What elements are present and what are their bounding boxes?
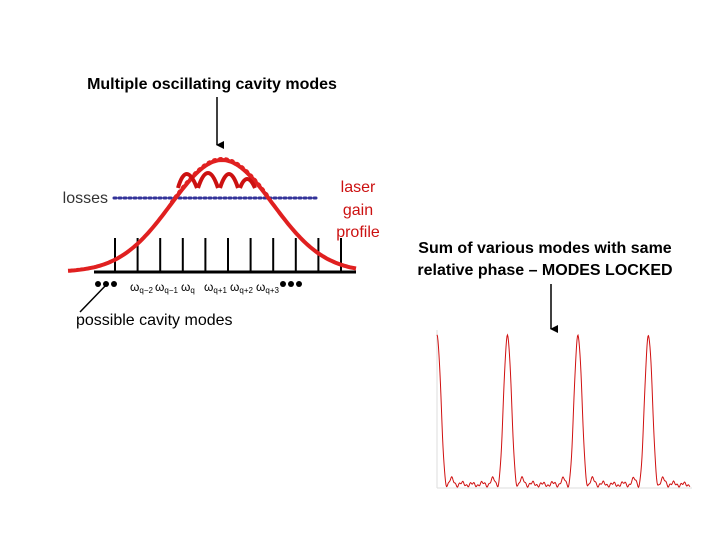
mode-label: ωq−1 [155,280,178,295]
mode-symbol: ω [130,280,139,294]
mode-label: ωq [181,280,195,295]
mode-subscript: q [190,286,194,295]
mode-label: ωq−2 [130,280,153,295]
pulse-train [436,333,691,489]
mode-symbol: ω [155,280,164,294]
mode-subscript: q+1 [213,286,227,295]
mode-subscript: q−1 [164,286,178,295]
gain-curve [67,157,357,273]
mode-subscript: q−2 [139,286,153,295]
right-title: relative phase – MODES LOCKED [417,262,672,279]
mode-subscript: q+2 [239,286,253,295]
mode-symbol: ω [204,280,213,294]
mode-symbol: ω [230,280,239,294]
mode-symbol: ω [181,280,190,294]
gain-label: gain [343,202,373,219]
mode-label: ωq+2 [230,280,253,295]
oscillating-modes [176,171,257,189]
losses-label: losses [63,190,108,207]
gain-label: laser [341,179,376,196]
pointer [79,282,109,313]
gain-label: profile [336,224,380,241]
mode-label: ωq+3 [256,280,279,295]
right-title: Sum of various modes with same [418,240,672,257]
left-title: Multiple oscillating cavity modes [87,76,337,93]
mode-label: ωq+1 [204,280,227,295]
mode-symbol: ω [256,280,265,294]
caption: possible cavity modes [76,312,233,329]
mode-subscript: q+3 [265,286,279,295]
mode-labels: ωq−2 ωq−1 ωq ωq+1 ωq+2 ωq+3 [130,280,279,295]
gain-dots [170,156,270,204]
